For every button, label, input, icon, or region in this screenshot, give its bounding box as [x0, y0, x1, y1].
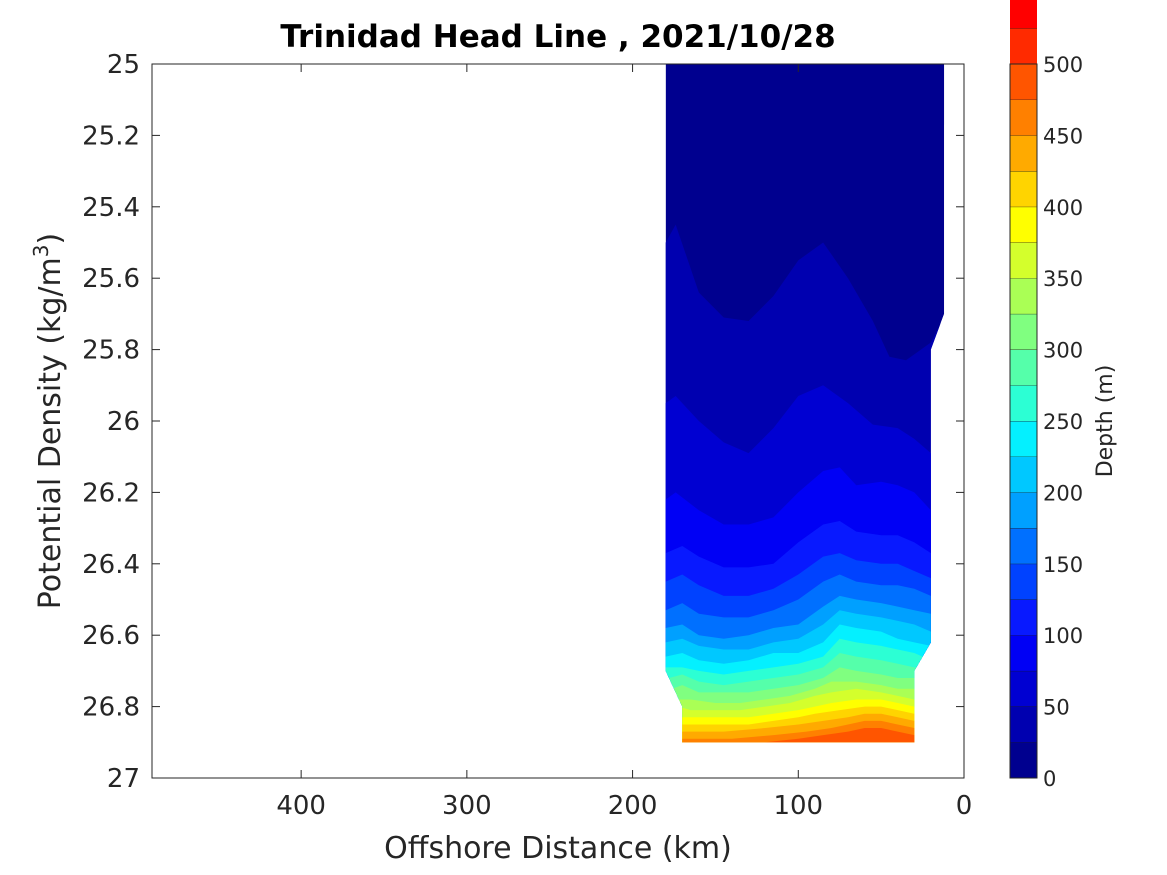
- colorbar-segment: [1010, 206, 1037, 243]
- colorbar-segment: [1010, 670, 1037, 707]
- colorbar-segment: [1010, 349, 1037, 386]
- x-tick-label: 400: [276, 791, 326, 821]
- y-tick-label: 26.6: [82, 621, 140, 651]
- colorbar-label: Depth (m): [1093, 365, 1118, 478]
- colorbar-segment: [1010, 742, 1037, 778]
- y-tick-label: 25.8: [82, 336, 140, 366]
- y-tick-label: 25.2: [82, 121, 140, 151]
- colorbar-segment: [1010, 421, 1037, 457]
- y-tick-label: 25.4: [82, 193, 140, 223]
- colorbar-segment: [1010, 635, 1037, 671]
- colorbar-segment: [1010, 528, 1037, 564]
- colorbar-segment: [1010, 64, 1037, 100]
- colorbar-tick-label: 300: [1043, 339, 1083, 363]
- x-tick-label: 0: [956, 791, 973, 821]
- colorbar-tick-label: 150: [1043, 553, 1083, 577]
- colorbar-segment: [1010, 313, 1037, 350]
- y-axis: 25 25.2 25.4 25.6 25.8 26 26.2 26.4 26.6 26.8 27: [82, 50, 964, 794]
- y-tick-label: 26.8: [82, 693, 140, 723]
- y-tick-label: 26: [107, 407, 140, 437]
- y-tick-label: 26.4: [82, 550, 140, 580]
- colorbar-segment: [1010, 492, 1037, 529]
- colorbar-frame: [1009, 63, 1038, 779]
- chart-title: Trinidad Head Line , 2021/10/28: [280, 19, 835, 55]
- colorbar-segment: [1010, 563, 1037, 600]
- colorbar-tick-label: 500: [1043, 53, 1083, 77]
- colorbar-segment: [1010, 385, 1037, 421]
- x-tick-label: 200: [608, 791, 658, 821]
- y-tick-label: 27: [107, 764, 140, 794]
- y-tick-label: 26.2: [82, 478, 140, 508]
- colorbar-segment: [1010, 0, 1037, 29]
- depth-contour-fill: [665, 64, 945, 743]
- colorbar-tick-label: 50: [1043, 696, 1070, 720]
- y-tick-label: 25: [107, 50, 140, 80]
- contour-band-shallow: [856, 64, 945, 175]
- colorbar-segment: [1010, 706, 1037, 743]
- colorbar-tick-label: 400: [1043, 196, 1083, 220]
- x-tick-label: 300: [442, 791, 492, 821]
- colorbar-tick-label: 350: [1043, 267, 1083, 291]
- colorbar-tick-label: 100: [1043, 624, 1083, 648]
- colorbar-segment: [1010, 278, 1037, 314]
- y-axis-label-main: Potential Density (kg/m: [33, 257, 68, 609]
- colorbar-tick-label: 200: [1043, 481, 1083, 505]
- colorbar-segment: [1010, 135, 1037, 172]
- y-axis-label: Potential Density (kg/m3): [29, 233, 68, 609]
- x-tick-label: 100: [773, 791, 823, 821]
- colorbar-tick-label: 0: [1043, 767, 1056, 791]
- colorbar-tick-label: 250: [1043, 410, 1083, 434]
- colorbar-segment: [1010, 242, 1037, 279]
- colorbar: 0 50 100 150 200 250 300 350 400 450 500: [1009, 0, 1083, 791]
- colorbar-segment: [1010, 99, 1037, 136]
- y-axis-label-close: ): [33, 233, 68, 245]
- colorbar-segment: [1010, 456, 1037, 493]
- x-axis: 400 300 200 100 0: [276, 64, 972, 821]
- y-axis-label-superscript: 3: [29, 244, 53, 257]
- x-axis-label: Offshore Distance (km): [384, 831, 732, 866]
- colorbar-segment: [1010, 28, 1037, 64]
- colorbar-segment: [1010, 599, 1037, 636]
- colorbar-tick-label: 450: [1043, 124, 1083, 148]
- y-tick-label: 25.6: [82, 264, 140, 294]
- colorbar-segment: [1010, 171, 1037, 207]
